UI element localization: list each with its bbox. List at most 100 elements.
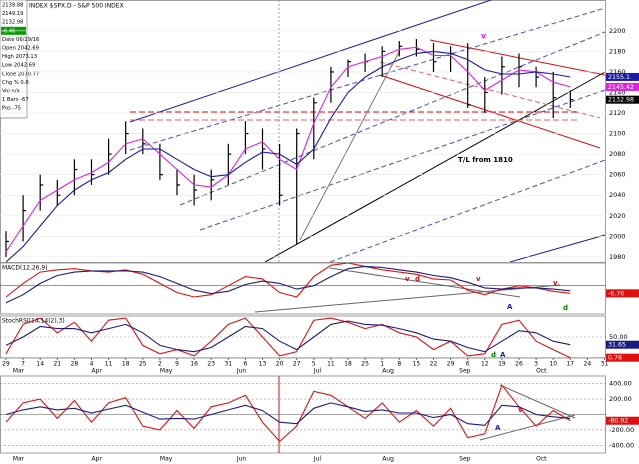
month-label: Oct <box>536 368 547 375</box>
y-tick-label: 2020 <box>609 212 626 220</box>
month-label: May <box>160 456 173 463</box>
x-tick-label: 24 <box>584 361 592 368</box>
plot-layer <box>0 30 606 258</box>
value-tag-text: -6.76 <box>608 290 624 297</box>
y-tick-label: -400.00 <box>609 441 634 449</box>
month-label: Aug <box>382 368 394 375</box>
y-tick-label: 2060 <box>609 171 626 179</box>
x-tick-label: 5 <box>312 361 316 368</box>
price-tag <box>606 95 639 104</box>
annotation: v <box>405 275 410 283</box>
annotation: A <box>507 303 513 311</box>
x-tick-label: 8 <box>397 361 401 368</box>
x-tick-label: 2 <box>158 361 162 368</box>
panel-title: MACD(12,26,9) <box>2 265 48 272</box>
info-text: -6.46 <box>2 28 15 34</box>
x-tick-label: 14 <box>36 361 44 368</box>
x-tick-label: 17 <box>566 361 574 368</box>
y-tick-label: 2160 <box>609 68 626 76</box>
price-tag <box>606 72 639 81</box>
info-swatch <box>1 1 26 9</box>
info-box: 2139.88 2149.19 2132.98 -6.46 Date 06/29/16 O… <box>0 0 39 119</box>
x-tick-label: 23 <box>207 361 215 368</box>
plot-layer <box>5 384 571 443</box>
x-tick-label: 31 <box>224 361 232 368</box>
y-tick-label: 2140 <box>609 88 626 96</box>
y-tick-label: 2100 <box>609 130 626 138</box>
y-tick-label: 2080 <box>609 150 626 158</box>
value-tag-text: 31.65 <box>608 342 626 349</box>
x-tick-label: 20 <box>276 361 284 368</box>
month-label: Oct <box>536 456 547 463</box>
month-label: Aug <box>382 456 394 463</box>
y-tick-label: -200.00 <box>609 426 634 434</box>
annotation: d <box>415 275 420 283</box>
x-tick-label: 19 <box>498 361 506 368</box>
x-tick-label: 16 <box>190 361 198 368</box>
annotation: A <box>495 424 501 432</box>
x-tick-label: 11 <box>327 361 335 368</box>
month-label: Mar <box>13 456 25 463</box>
y-tick-label: 2040 <box>609 191 626 199</box>
series-line <box>5 320 571 353</box>
month-label: Apr <box>92 368 103 375</box>
x-tick-label: 27 <box>293 361 301 368</box>
x-tick-label: 13 <box>259 361 267 368</box>
annotation: v <box>476 275 481 283</box>
chart-title: INDEX $SPX.D - S&P 500 INDEX <box>29 3 124 10</box>
month-label: Sep <box>459 456 471 463</box>
annotation: v <box>553 279 558 287</box>
y-tick-label: 400.00 <box>609 380 632 388</box>
x-tick-label: 10 <box>549 361 557 368</box>
x-tick-label: 6 <box>243 361 247 368</box>
x-tick-label: 18 <box>122 361 130 368</box>
series-line <box>5 46 571 253</box>
month-label: Jun <box>236 456 247 463</box>
value-tag <box>606 289 639 298</box>
y-tick-label: 2200 <box>609 27 626 35</box>
value-tag-text: 0.76 <box>608 355 622 362</box>
info-text: Chg % 0.0 <box>2 80 29 86</box>
x-tick-label: 1 <box>380 361 384 368</box>
month-label: Mar <box>13 368 25 375</box>
x-tick-label: 21 <box>53 361 61 368</box>
info-text: Low 2042.69 <box>2 63 35 69</box>
macd-lines <box>254 267 561 313</box>
y-tick-label: 2000 <box>609 232 626 240</box>
annotation: v <box>518 406 523 414</box>
series-line <box>5 263 571 298</box>
annotation: T/L from 1810 <box>458 156 513 164</box>
info-text: 2149.19 <box>2 11 23 17</box>
x-tick-label: 28 <box>71 361 79 368</box>
y-tick-label: 2120 <box>609 109 626 117</box>
series-line <box>5 265 571 304</box>
series-line <box>5 402 571 426</box>
x-tick-label: 18 <box>344 361 352 368</box>
info-swatch <box>1 9 26 18</box>
value-tag-text: -80.92 <box>608 418 628 425</box>
price-tag-text: 2155.1 <box>608 74 630 81</box>
info-text: 1 Bars -67 <box>2 97 29 103</box>
info-text: High 2073.13 <box>2 54 37 60</box>
x-tick-label: 7 <box>21 361 25 368</box>
price-tag-text: 2145.42 <box>608 84 634 91</box>
value-tag <box>606 340 639 349</box>
month-label: May <box>160 368 173 375</box>
y-tick-label: 1980 <box>609 253 626 261</box>
info-text: Pos -75 <box>2 106 21 112</box>
x-tick-label: 26 <box>515 361 523 368</box>
series-line <box>5 384 571 443</box>
x-tick-label: 6 <box>466 361 470 368</box>
x-tick-label: 29 <box>447 361 455 368</box>
y-tick-label: 200.00 <box>609 395 632 403</box>
annotation: d <box>491 351 496 359</box>
annotation: v <box>481 32 487 41</box>
value-tag <box>606 416 639 425</box>
x-tick-label: 31 <box>601 361 609 368</box>
info-text: Open 2042.69 <box>2 46 39 52</box>
info-text: Date 06/29/16 <box>2 37 39 43</box>
x-tick-label: 9 <box>175 361 179 368</box>
month-label: Apr <box>92 456 103 463</box>
x-tick-label: 11 <box>105 361 113 368</box>
